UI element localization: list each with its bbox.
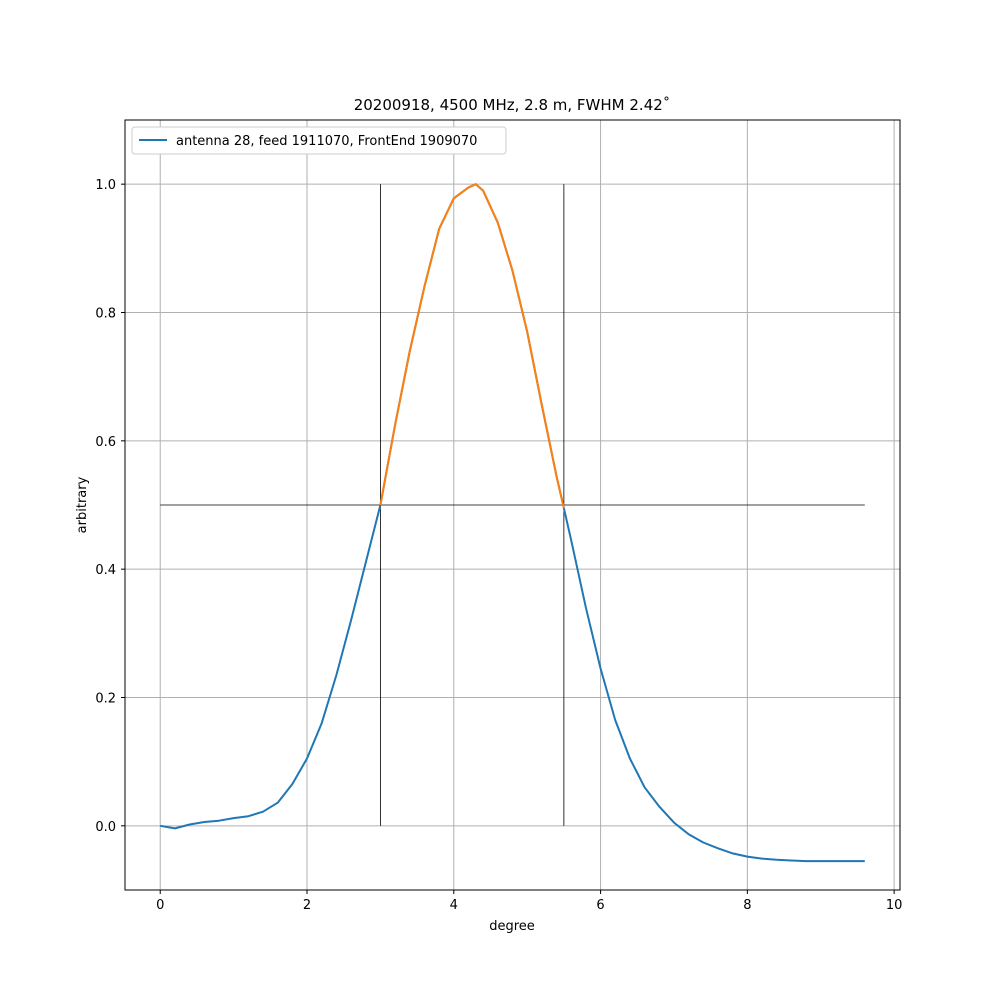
y-tick-label: 0.2 [95,692,116,707]
y-tick-label: 0.6 [95,435,116,450]
x-axis: 0 2 4 6 8 10 [156,890,902,913]
x-tick-label: 0 [156,898,164,913]
x-tick-label: 2 [303,898,311,913]
y-tick-label: 0.4 [95,563,116,578]
chart-title: 20200918, 4500 MHz, 2.8 m, FWHM 2.42˚ [354,96,671,114]
legend-entry: antenna 28, feed 1911070, FrontEnd 19090… [176,134,477,149]
plot-frame [124,119,901,891]
y-axis: 0.0 0.2 0.4 0.6 0.8 1.0 [95,178,125,835]
x-tick-label: 6 [596,898,604,913]
x-tick-label: 10 [886,898,903,913]
legend: antenna 28, feed 1911070, FrontEnd 19090… [131,126,507,155]
series-layer [160,183,865,863]
y-axis-label: arbitrary [75,476,90,533]
x-axis-label: degree [489,919,535,934]
y-tick-label: 0.8 [95,307,116,322]
y-tick-label: 0.0 [95,820,116,835]
grid [125,120,900,890]
series-line-fwhm [379,183,565,509]
legend-box [131,126,507,155]
x-tick-label: 8 [743,898,751,913]
x-tick-label: 4 [450,898,458,913]
y-tick-label: 1.0 [95,178,116,193]
